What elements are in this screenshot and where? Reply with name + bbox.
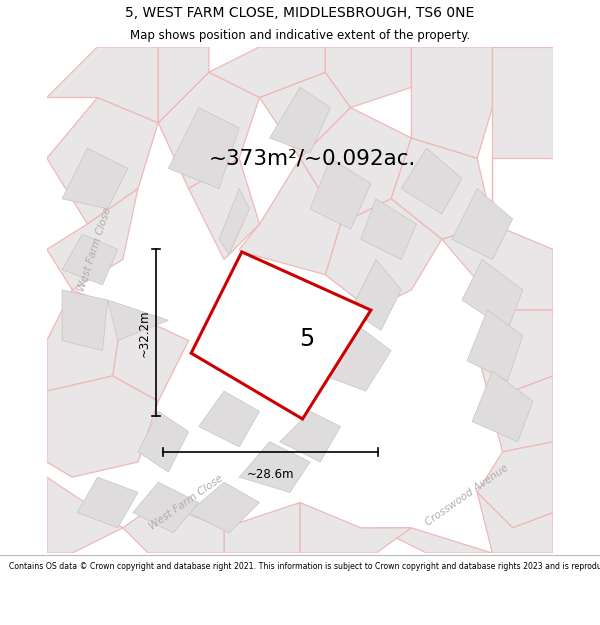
Polygon shape xyxy=(62,148,128,209)
Text: Crosswood Avenue: Crosswood Avenue xyxy=(424,462,511,528)
Text: Contains OS data © Crown copyright and database right 2021. This information is : Contains OS data © Crown copyright and d… xyxy=(9,562,600,571)
Polygon shape xyxy=(325,199,442,310)
Polygon shape xyxy=(280,411,340,462)
Polygon shape xyxy=(325,47,412,108)
Polygon shape xyxy=(300,107,412,224)
Polygon shape xyxy=(442,224,553,310)
Text: 5, WEST FARM CLOSE, MIDDLESBROUGH, TS6 0NE: 5, WEST FARM CLOSE, MIDDLESBROUGH, TS6 0… xyxy=(125,6,475,20)
Polygon shape xyxy=(107,300,169,341)
Polygon shape xyxy=(188,158,260,259)
Polygon shape xyxy=(401,148,462,214)
Polygon shape xyxy=(412,47,493,158)
Polygon shape xyxy=(361,199,416,259)
Text: ~28.6m: ~28.6m xyxy=(247,468,295,481)
Polygon shape xyxy=(47,290,123,391)
Text: West Farm Close: West Farm Close xyxy=(77,206,113,292)
Polygon shape xyxy=(138,411,188,472)
Polygon shape xyxy=(239,158,340,275)
Polygon shape xyxy=(62,234,118,285)
Polygon shape xyxy=(47,47,158,122)
Polygon shape xyxy=(77,478,138,528)
Text: West Farm Close: West Farm Close xyxy=(148,473,225,532)
Polygon shape xyxy=(462,259,523,331)
Polygon shape xyxy=(169,107,239,189)
Text: 5: 5 xyxy=(299,327,314,351)
Polygon shape xyxy=(47,376,158,478)
Polygon shape xyxy=(158,47,209,122)
Polygon shape xyxy=(477,351,553,452)
Polygon shape xyxy=(467,310,523,381)
Polygon shape xyxy=(472,371,533,442)
Polygon shape xyxy=(350,259,401,331)
Polygon shape xyxy=(310,158,371,229)
Polygon shape xyxy=(47,98,158,224)
Polygon shape xyxy=(376,528,493,553)
Polygon shape xyxy=(300,503,412,553)
Polygon shape xyxy=(325,320,391,391)
Polygon shape xyxy=(123,503,224,553)
Polygon shape xyxy=(391,138,493,239)
Polygon shape xyxy=(239,442,310,493)
Polygon shape xyxy=(477,492,553,553)
Text: Map shows position and indicative extent of the property.: Map shows position and indicative extent… xyxy=(130,29,470,42)
Polygon shape xyxy=(188,482,260,533)
Polygon shape xyxy=(47,189,138,290)
Polygon shape xyxy=(269,88,331,153)
Polygon shape xyxy=(133,482,199,533)
Polygon shape xyxy=(62,290,107,351)
Polygon shape xyxy=(47,478,123,553)
Polygon shape xyxy=(493,47,553,224)
Polygon shape xyxy=(199,391,260,447)
Polygon shape xyxy=(224,503,300,553)
Polygon shape xyxy=(260,72,350,158)
Text: ~32.2m: ~32.2m xyxy=(138,309,151,357)
Polygon shape xyxy=(158,72,260,189)
Polygon shape xyxy=(477,442,553,528)
Polygon shape xyxy=(209,47,325,98)
Polygon shape xyxy=(452,189,512,259)
Polygon shape xyxy=(477,310,553,391)
Polygon shape xyxy=(219,189,250,254)
Polygon shape xyxy=(113,310,188,401)
Text: ~373m²/~0.092ac.: ~373m²/~0.092ac. xyxy=(209,148,416,168)
Polygon shape xyxy=(191,252,371,419)
